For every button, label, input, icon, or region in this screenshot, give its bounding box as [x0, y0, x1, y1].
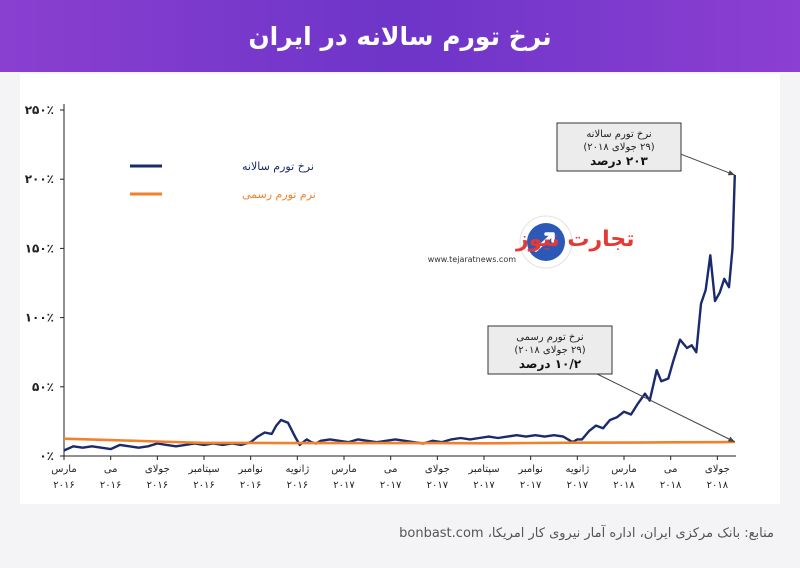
annotation-value: ۲۰۳ درصد	[590, 154, 648, 168]
x-tick-month: جولای	[705, 464, 730, 475]
y-tick-label: ۱۵۰٪	[25, 241, 54, 255]
annotation-box	[487, 325, 613, 375]
x-tick-month: ژانویه	[285, 464, 309, 475]
annotation-title: نرخ تورم سالانه	[586, 129, 651, 140]
annotation-date: (۲۹ جولای ۲۰۱۸)	[514, 345, 585, 356]
x-tick-year: ۲۰۱۸	[707, 480, 729, 491]
annotation-title: نرخ تورم رسمی	[516, 332, 583, 343]
x-tick-month: می	[104, 464, 118, 475]
y-tick-label: ۲۰۰٪	[25, 172, 54, 186]
x-tick-month: مارس	[331, 464, 356, 475]
x-tick-year: ۲۰۱۶	[53, 480, 74, 491]
chart-panel: ۰٪ ۵۰٪ ۱۰۰٪ ۱۵۰٪ ۲۰۰٪ ۲۵۰٪ مارس ۲۰۱۶ می ۲۰۱۶ جولای…	[20, 74, 780, 504]
x-tick-year: ۲۰۱۸	[660, 480, 682, 491]
x-tick-month: سپتامبر	[467, 464, 499, 475]
annotation-pointer	[680, 153, 736, 176]
x-tick-year: ۲۰۱۶	[240, 480, 261, 491]
annotation-pointer	[596, 373, 736, 443]
tejaratnews-logo: تجارت نیوز www.tejaratnews.com	[428, 215, 635, 269]
x-tick-year: ۲۰۱۷	[333, 480, 355, 491]
x-tick-month: جولای	[145, 464, 170, 475]
x-tick-month: نوامبر	[237, 464, 263, 475]
x-tick-month: ژانویه	[565, 464, 589, 475]
annotation-date: (۲۹ جولای ۲۰۱۸)	[583, 142, 654, 153]
x-tick-year: ۲۰۱۶	[287, 480, 308, 491]
logo-url: www.tejaratnews.com	[428, 255, 516, 264]
series-line-annual-inflation	[63, 174, 736, 452]
logo-brand: تجارت نیوز	[515, 227, 635, 252]
x-tick-month: مارس	[51, 464, 76, 475]
x-tick-year: ۲۰۱۷	[520, 480, 542, 491]
x-tick-year: ۲۰۱۷	[380, 480, 402, 491]
x-tick-year: ۲۰۱۶	[147, 480, 168, 491]
x-tick-month: جولای	[425, 464, 450, 475]
y-tick-label: ۰٪	[39, 449, 54, 463]
x-tick-year: ۲۰۱۷	[473, 480, 495, 491]
source-note: منابع: بانک مرکزی ایران، اداره آمار نیرو…	[399, 526, 774, 541]
x-tick-month: می	[664, 464, 678, 475]
x-tick-year: ۲۰۱۸	[613, 480, 635, 491]
y-tick-label: ۵۰٪	[32, 380, 54, 394]
annotation-value: ۱۰/۲ درصد	[519, 357, 582, 371]
header-bar: نرخ تورم سالانه در ایران	[0, 0, 800, 72]
x-tick-month: مارس	[611, 464, 636, 475]
page-title: نرخ تورم سالانه در ایران	[248, 21, 552, 51]
logo-arrow-icon	[534, 232, 555, 252]
series-line-official-inflation	[63, 437, 735, 445]
annotation-arrowhead-icon	[727, 170, 735, 176]
x-tick-year: ۲۰۱۷	[567, 480, 589, 491]
annotation-box	[556, 122, 682, 172]
x-tick-year: ۲۰۱۷	[427, 480, 449, 491]
y-tick-label: ۲۵۰٪	[25, 103, 54, 117]
legend-label: نرم تورم رسمی	[242, 188, 316, 201]
x-tick-year: ۲۰۱۶	[193, 480, 214, 491]
x-tick-month: نوامبر	[517, 464, 543, 475]
legend-label: نرخ تورم سالانه	[242, 160, 314, 173]
inflation-chart: ۰٪ ۵۰٪ ۱۰۰٪ ۱۵۰٪ ۲۰۰٪ ۲۵۰٪ مارس ۲۰۱۶ می ۲۰۱۶ جولای…	[25, 103, 736, 491]
annotation-arrowhead-icon	[727, 436, 735, 442]
x-tick-year: ۲۰۱۶	[100, 480, 121, 491]
y-tick-label: ۱۰۰٪	[25, 311, 54, 325]
x-tick-month: می	[384, 464, 398, 475]
x-tick-month: سپتامبر	[187, 464, 219, 475]
